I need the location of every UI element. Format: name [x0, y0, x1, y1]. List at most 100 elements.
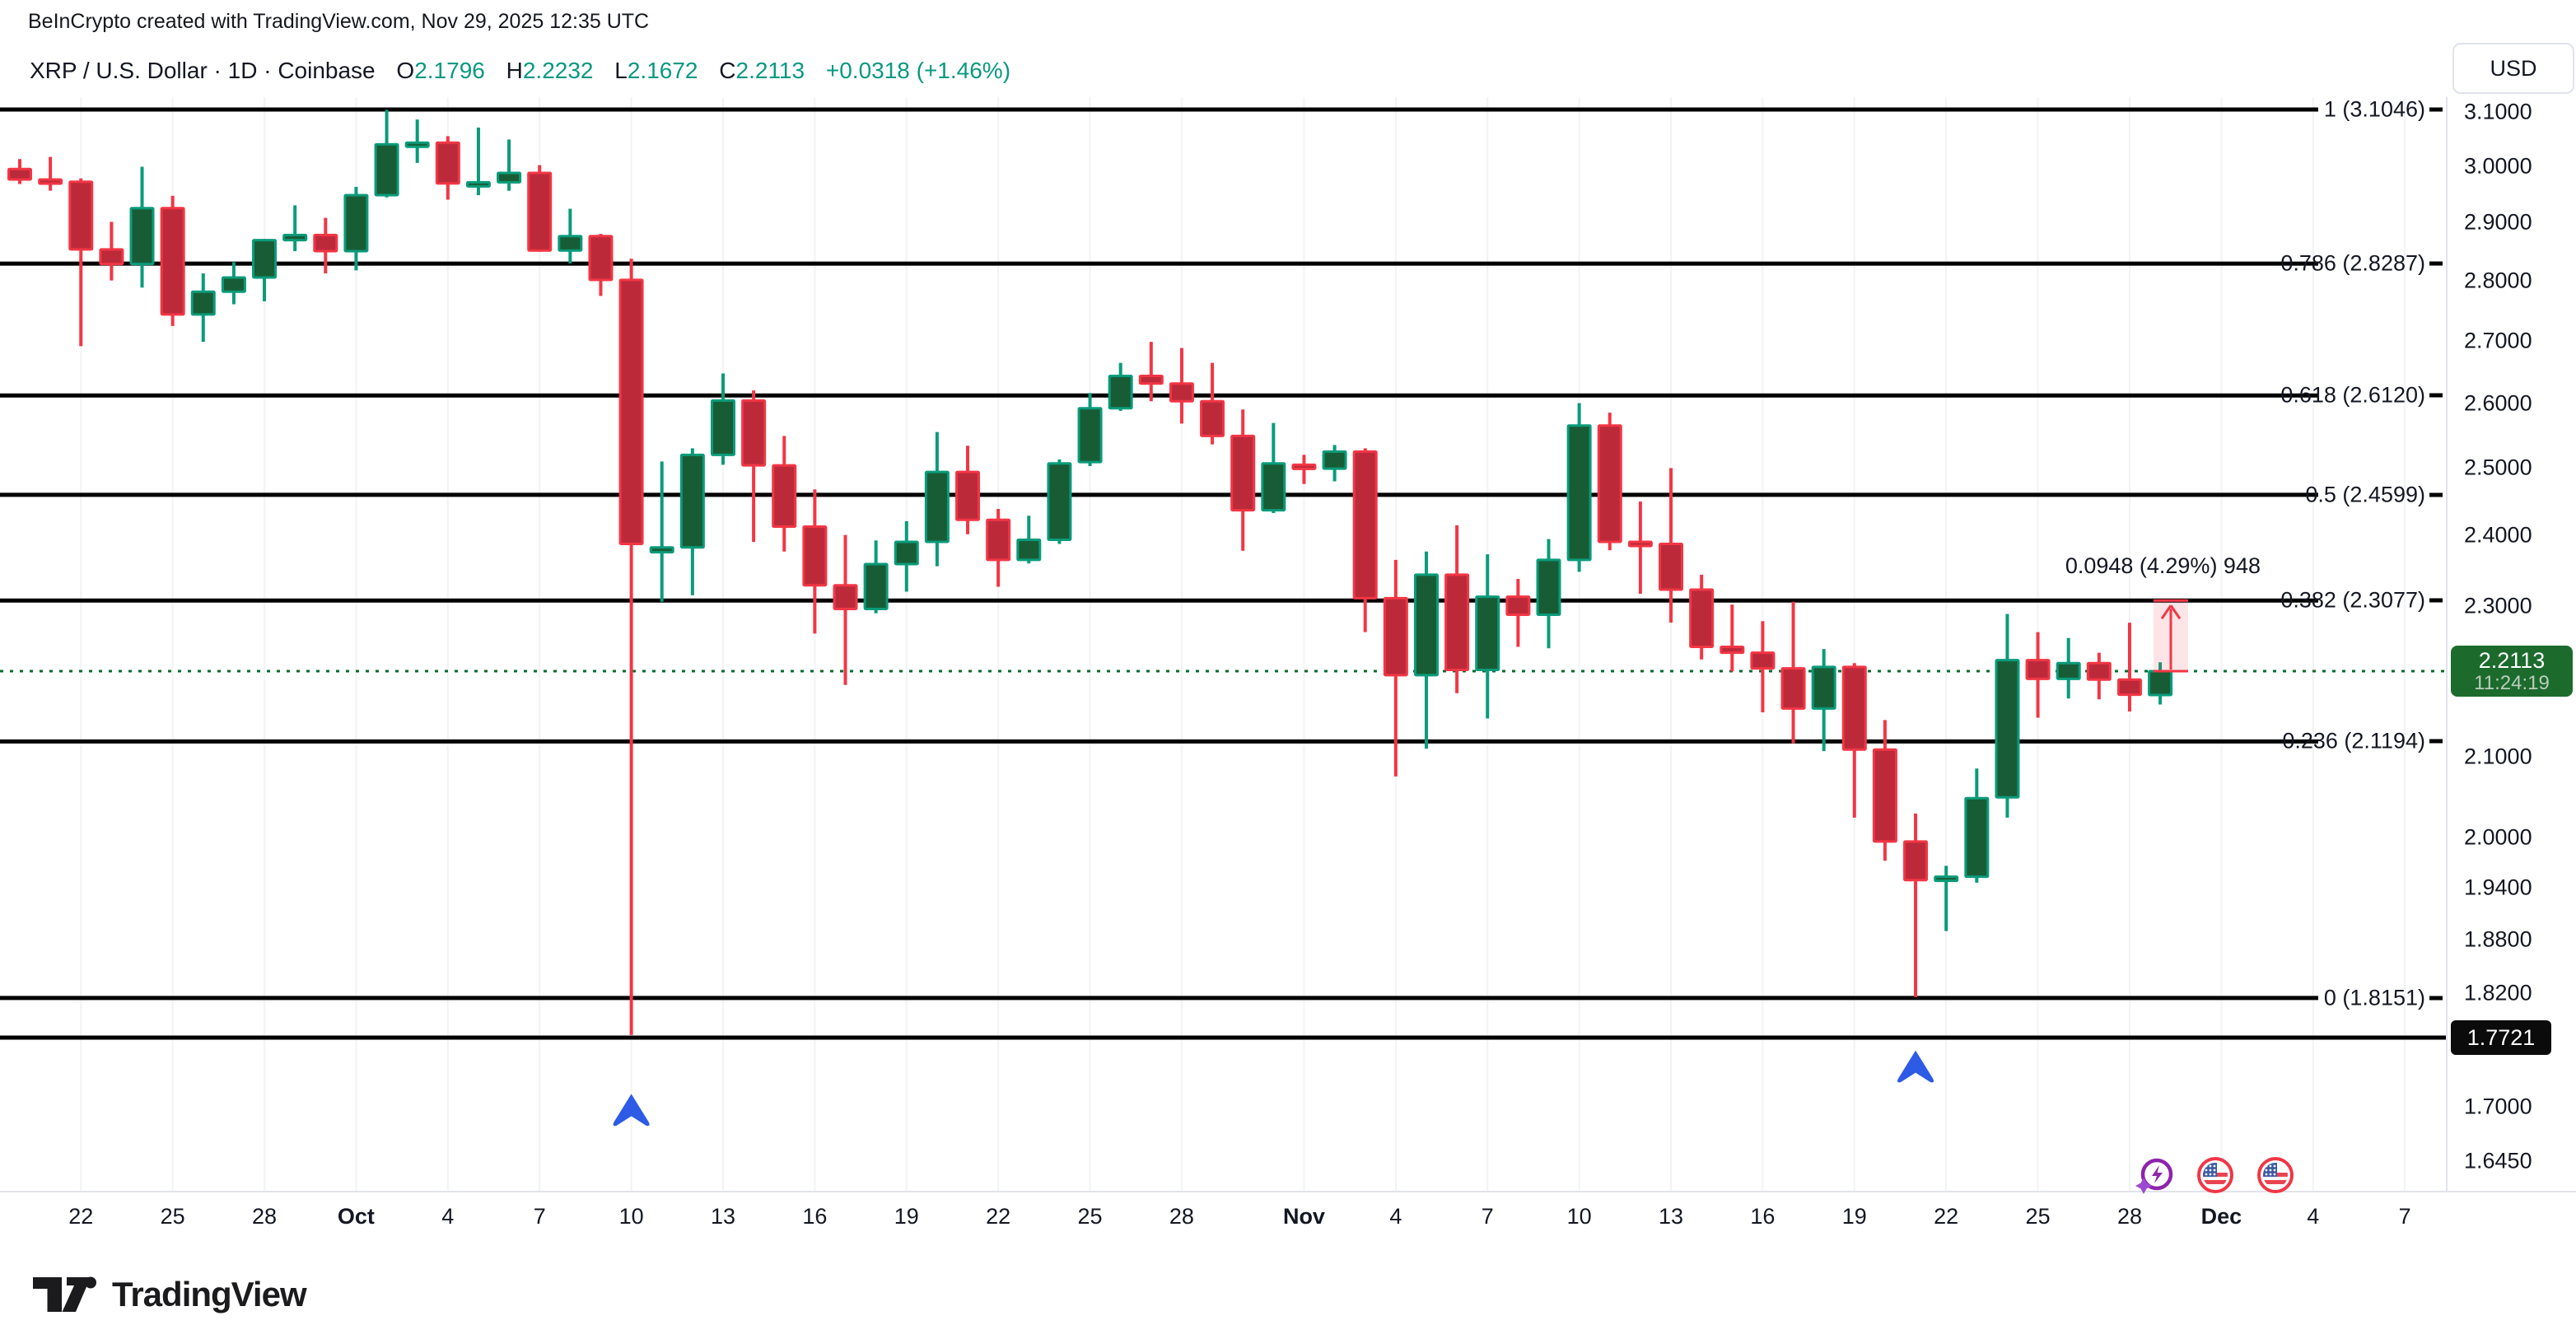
candle-body-Nov-15 [1720, 645, 1745, 655]
price-tick-2.1000: 2.1000 [2464, 744, 2532, 769]
bar-countdown: 11:24:19 [2474, 671, 2550, 694]
change-value: +0.0318 (+1.46%) [825, 58, 1011, 83]
candle-body-Sep-29 [282, 233, 308, 242]
time-tick-4: 4 [441, 1204, 455, 1229]
fib-level-label-0.618: 0.618 (2.6120) [2280, 382, 2425, 408]
candle-body-Oct-11 [649, 546, 674, 554]
time-tick-13: 13 [710, 1204, 736, 1229]
candle-body-Oct-3 [404, 141, 430, 148]
fib-axis-tick [2429, 739, 2443, 744]
time-tick-19: 19 [894, 1204, 919, 1229]
price-tick-1.9400: 1.9400 [2464, 875, 2532, 900]
candle-body-Oct-28 [1169, 382, 1194, 403]
candle-body-Oct-15 [772, 464, 797, 529]
candle-body-Oct-16 [802, 525, 828, 587]
candle-body-Oct-5 [465, 180, 491, 188]
candle-body-Nov-11 [1597, 424, 1622, 544]
candle-body-Sep-30 [313, 233, 338, 253]
time-tick-4: 4 [2307, 1204, 2320, 1229]
candle-body-Oct-26 [1108, 375, 1133, 410]
tradingview-logo[interactable]: TradingView [33, 1275, 307, 1314]
candle-body-Oct-22 [986, 518, 1011, 562]
fib-level-label-0: 0 (1.8151) [2323, 985, 2425, 1010]
candle-body-Sep-23 [99, 248, 124, 266]
price-tick-1.8800: 1.8800 [2464, 926, 2532, 952]
candle-body-Oct-27 [1138, 375, 1164, 385]
fib-level-label-0.786: 0.786 (2.8287) [2280, 250, 2425, 276]
price-tick-2.7000: 2.7000 [2464, 328, 2532, 353]
candle-body-Nov-18 [1811, 665, 1836, 710]
candle-body-Oct-6 [497, 171, 522, 184]
ohlc-high-label: H [506, 58, 523, 83]
price-tick-3.0000: 3.0000 [2464, 153, 2532, 179]
ohlc-high-value: 2.2232 [522, 58, 594, 83]
price-tick-2.0000: 2.0000 [2464, 824, 2532, 850]
candle-body-Nov-25 [2025, 659, 2051, 680]
candle-body-Sep-26 [190, 290, 216, 316]
candle-body-Nov-5 [1413, 573, 1439, 677]
candle-body-Nov-14 [1689, 588, 1715, 648]
price-tick-3.1000: 3.1000 [2464, 99, 2532, 124]
fib-axis-tick [2429, 598, 2443, 603]
time-tick-28: 28 [1169, 1204, 1194, 1229]
candle-body-Nov-20 [1872, 748, 1897, 843]
candle-body-Oct-31 [1261, 462, 1286, 512]
time-tick-4: 4 [1389, 1204, 1402, 1229]
buy-signal-arrow-icon[interactable] [1897, 1050, 1934, 1083]
time-tick-7: 7 [533, 1204, 546, 1229]
symbol-bar[interactable]: XRP / U.S. Dollar · 1D · Coinbase O2.179… [30, 58, 1010, 84]
flash-event-icon[interactable] [2135, 1155, 2175, 1195]
time-tick-10: 10 [618, 1204, 644, 1229]
price-tick-2.8000: 2.8000 [2464, 268, 2532, 293]
price-tick-2.9000: 2.9000 [2464, 209, 2532, 235]
us-flag-event-icon[interactable] [2196, 1155, 2235, 1195]
candle-body-Nov-9 [1536, 558, 1561, 616]
price-tick-1.6450: 1.6450 [2464, 1148, 2532, 1173]
candle-body-Nov-7 [1475, 595, 1500, 671]
time-tick-16: 16 [802, 1204, 828, 1229]
price-tick-1.7000: 1.7000 [2464, 1094, 2532, 1119]
candle-body-Oct-20 [924, 470, 950, 544]
time-tick-Oct: Oct [337, 1204, 375, 1229]
candle-body-Oct-17 [833, 584, 858, 610]
candle-body-Nov-12 [1627, 540, 1653, 548]
time-tick-28: 28 [252, 1204, 278, 1229]
fib-axis-tick [2429, 261, 2443, 266]
candle-body-Oct-2 [374, 142, 399, 197]
currency-unit-button[interactable]: USD [2452, 43, 2574, 94]
buy-signal-arrow-icon[interactable] [613, 1094, 650, 1127]
candle-body-Nov-26 [2056, 661, 2081, 680]
fib-axis-tick [2429, 393, 2443, 398]
current-price-label: 2.2113 11:24:19 [2451, 646, 2573, 697]
candle-body-Oct-18 [863, 562, 889, 610]
fib-level-label-0.382: 0.382 (2.3077) [2280, 587, 2425, 613]
time-tick-10: 10 [1566, 1204, 1592, 1229]
candle-body-Nov-4 [1383, 596, 1408, 677]
symbol-title[interactable]: XRP / U.S. Dollar · 1D · Coinbase [30, 58, 376, 83]
candle-body-Nov-10 [1566, 424, 1592, 562]
candle-body-Sep-24 [129, 207, 155, 266]
candle-body-Sep-28 [252, 239, 278, 279]
candle-body-Oct-21 [955, 470, 981, 521]
time-tick-16: 16 [1750, 1204, 1776, 1229]
time-tick-25: 25 [2025, 1204, 2051, 1229]
price-tick-2.4000: 2.4000 [2464, 522, 2532, 548]
price-tick-2.3000: 2.3000 [2464, 593, 2532, 618]
candle-body-Oct-23 [1016, 538, 1042, 562]
candle-body-Nov-1 [1291, 463, 1317, 470]
price-tick-2.6000: 2.6000 [2464, 390, 2532, 416]
candle-body-Nov-6 [1444, 573, 1470, 671]
candle-body-Sep-25 [160, 207, 185, 316]
fib-axis-tick [2429, 996, 2443, 1001]
candle-body-Nov-16 [1750, 651, 1776, 670]
candle-body-Sep-21 [38, 178, 63, 185]
time-tick-25: 25 [160, 1204, 185, 1229]
time-tick-22: 22 [986, 1204, 1011, 1229]
time-tick-7: 7 [2398, 1204, 2411, 1229]
attribution-header: BeInCrypto created with TradingView.com,… [28, 10, 650, 33]
us-flag-event-icon[interactable] [2256, 1155, 2295, 1195]
fib-level-label-0.236: 0.236 (2.1194) [2282, 728, 2425, 753]
tradingview-logo-mark [33, 1276, 96, 1312]
